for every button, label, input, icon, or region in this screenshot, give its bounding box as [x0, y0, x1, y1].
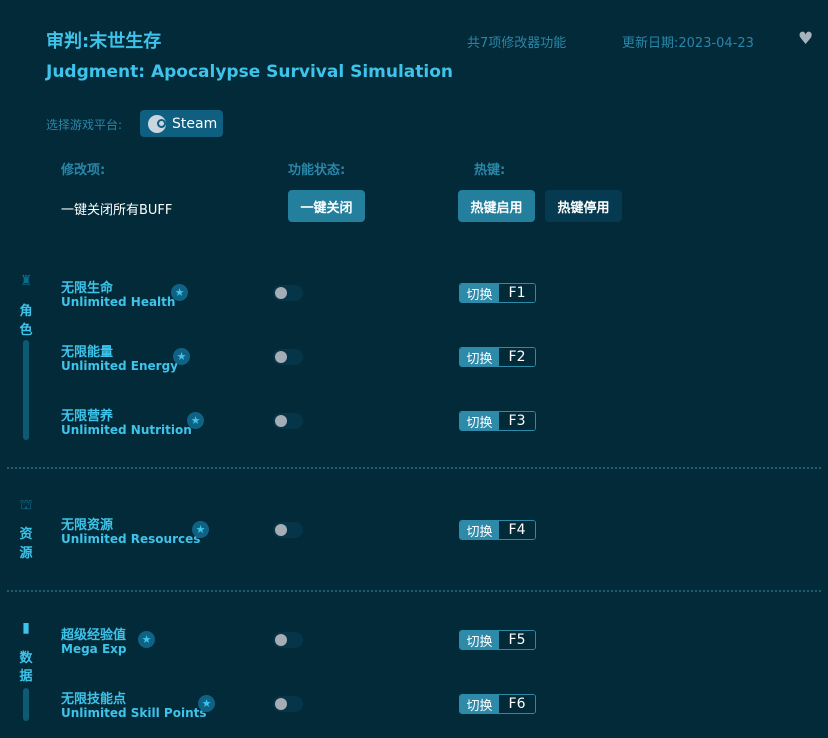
cheat-name-cn: 无限能量: [61, 345, 114, 360]
star-icon[interactable]: ★: [192, 521, 209, 538]
section-label: 角: [19, 304, 33, 319]
section-label: 色: [19, 323, 33, 338]
platform-steam-button[interactable]: Steam: [140, 110, 223, 137]
cheat-toggle[interactable]: [273, 522, 303, 538]
divider: [7, 590, 821, 592]
cheat-name-cn: 无限营养: [61, 409, 114, 424]
cheat-name-cn: 无限生命: [61, 281, 114, 296]
hotkey-key: F3: [499, 412, 535, 430]
section-scrollbar[interactable]: [23, 340, 29, 440]
close-all-button[interactable]: 一键关闭: [288, 190, 365, 222]
hotkey-key: F1: [499, 284, 535, 302]
divider: [7, 467, 821, 469]
game-title-cn: 审判:末世生存: [46, 31, 162, 52]
star-icon[interactable]: ★: [138, 631, 155, 648]
column-hotkey: 热键:: [474, 163, 506, 178]
section-label: 据: [19, 669, 33, 684]
cheat-name-cn: 无限资源: [61, 518, 114, 533]
game-title-en: Judgment: Apocalypse Survival Simulation: [46, 62, 454, 82]
close-all-label: 一键关闭所有BUFF: [61, 203, 173, 218]
steam-icon: [148, 114, 166, 133]
cheat-name-en: Mega Exp: [61, 642, 127, 656]
platform-name: Steam: [172, 115, 218, 132]
cheat-name-cn: 无限技能点: [61, 692, 127, 707]
hotkey-badge[interactable]: 切换 F2: [459, 347, 536, 367]
hotkey-enable-button[interactable]: 热键启用: [458, 190, 535, 222]
star-icon[interactable]: ★: [187, 412, 204, 429]
section-label: 源: [19, 546, 33, 561]
update-date: 更新日期:2023-04-23: [622, 36, 754, 51]
feature-count: 共7项修改器功能: [467, 36, 567, 51]
cheat-name-en: Unlimited Skill Points: [61, 706, 207, 720]
cheat-name-en: Unlimited Nutrition: [61, 423, 192, 437]
switch-label: 切换: [460, 521, 499, 539]
hotkey-badge[interactable]: 切换 F4: [459, 520, 536, 540]
cheat-toggle[interactable]: [273, 413, 303, 429]
switch-label: 切换: [460, 348, 499, 366]
hotkey-badge[interactable]: 切换 F6: [459, 694, 536, 714]
column-status: 功能状态:: [288, 163, 346, 178]
cheat-toggle[interactable]: [273, 285, 303, 301]
stats-icon: ▮: [22, 620, 30, 636]
resources-icon: ⛫: [19, 497, 33, 513]
cheat-toggle[interactable]: [273, 696, 303, 712]
cheat-name-en: Unlimited Health: [61, 295, 176, 309]
switch-label: 切换: [460, 631, 499, 649]
cheat-toggle[interactable]: [273, 632, 303, 648]
hotkey-badge[interactable]: 切换 F3: [459, 411, 536, 431]
cheat-toggle[interactable]: [273, 349, 303, 365]
hotkey-badge[interactable]: 切换 F1: [459, 283, 536, 303]
character-icon: ♜: [19, 273, 33, 289]
hotkey-key: F2: [499, 348, 535, 366]
hotkey-key: F6: [499, 695, 535, 713]
switch-label: 切换: [460, 695, 499, 713]
heart-icon[interactable]: ♥: [798, 29, 814, 49]
star-icon[interactable]: ★: [198, 695, 215, 712]
section-label: 数: [19, 651, 33, 666]
hotkey-key: F4: [499, 521, 535, 539]
star-icon[interactable]: ★: [173, 348, 190, 365]
column-item: 修改项:: [61, 163, 106, 178]
star-icon[interactable]: ★: [171, 284, 188, 301]
hotkey-key: F5: [499, 631, 535, 649]
platform-label: 选择游戏平台:: [46, 118, 123, 132]
switch-label: 切换: [460, 412, 499, 430]
hotkey-badge[interactable]: 切换 F5: [459, 630, 536, 650]
cheat-name-en: Unlimited Resources: [61, 532, 201, 546]
hotkey-disable-button[interactable]: 热键停用: [545, 190, 622, 222]
cheat-name-cn: 超级经验值: [61, 628, 127, 643]
section-label: 资: [19, 527, 33, 542]
switch-label: 切换: [460, 284, 499, 302]
cheat-name-en: Unlimited Energy: [61, 359, 178, 373]
section-scrollbar[interactable]: [23, 688, 29, 721]
